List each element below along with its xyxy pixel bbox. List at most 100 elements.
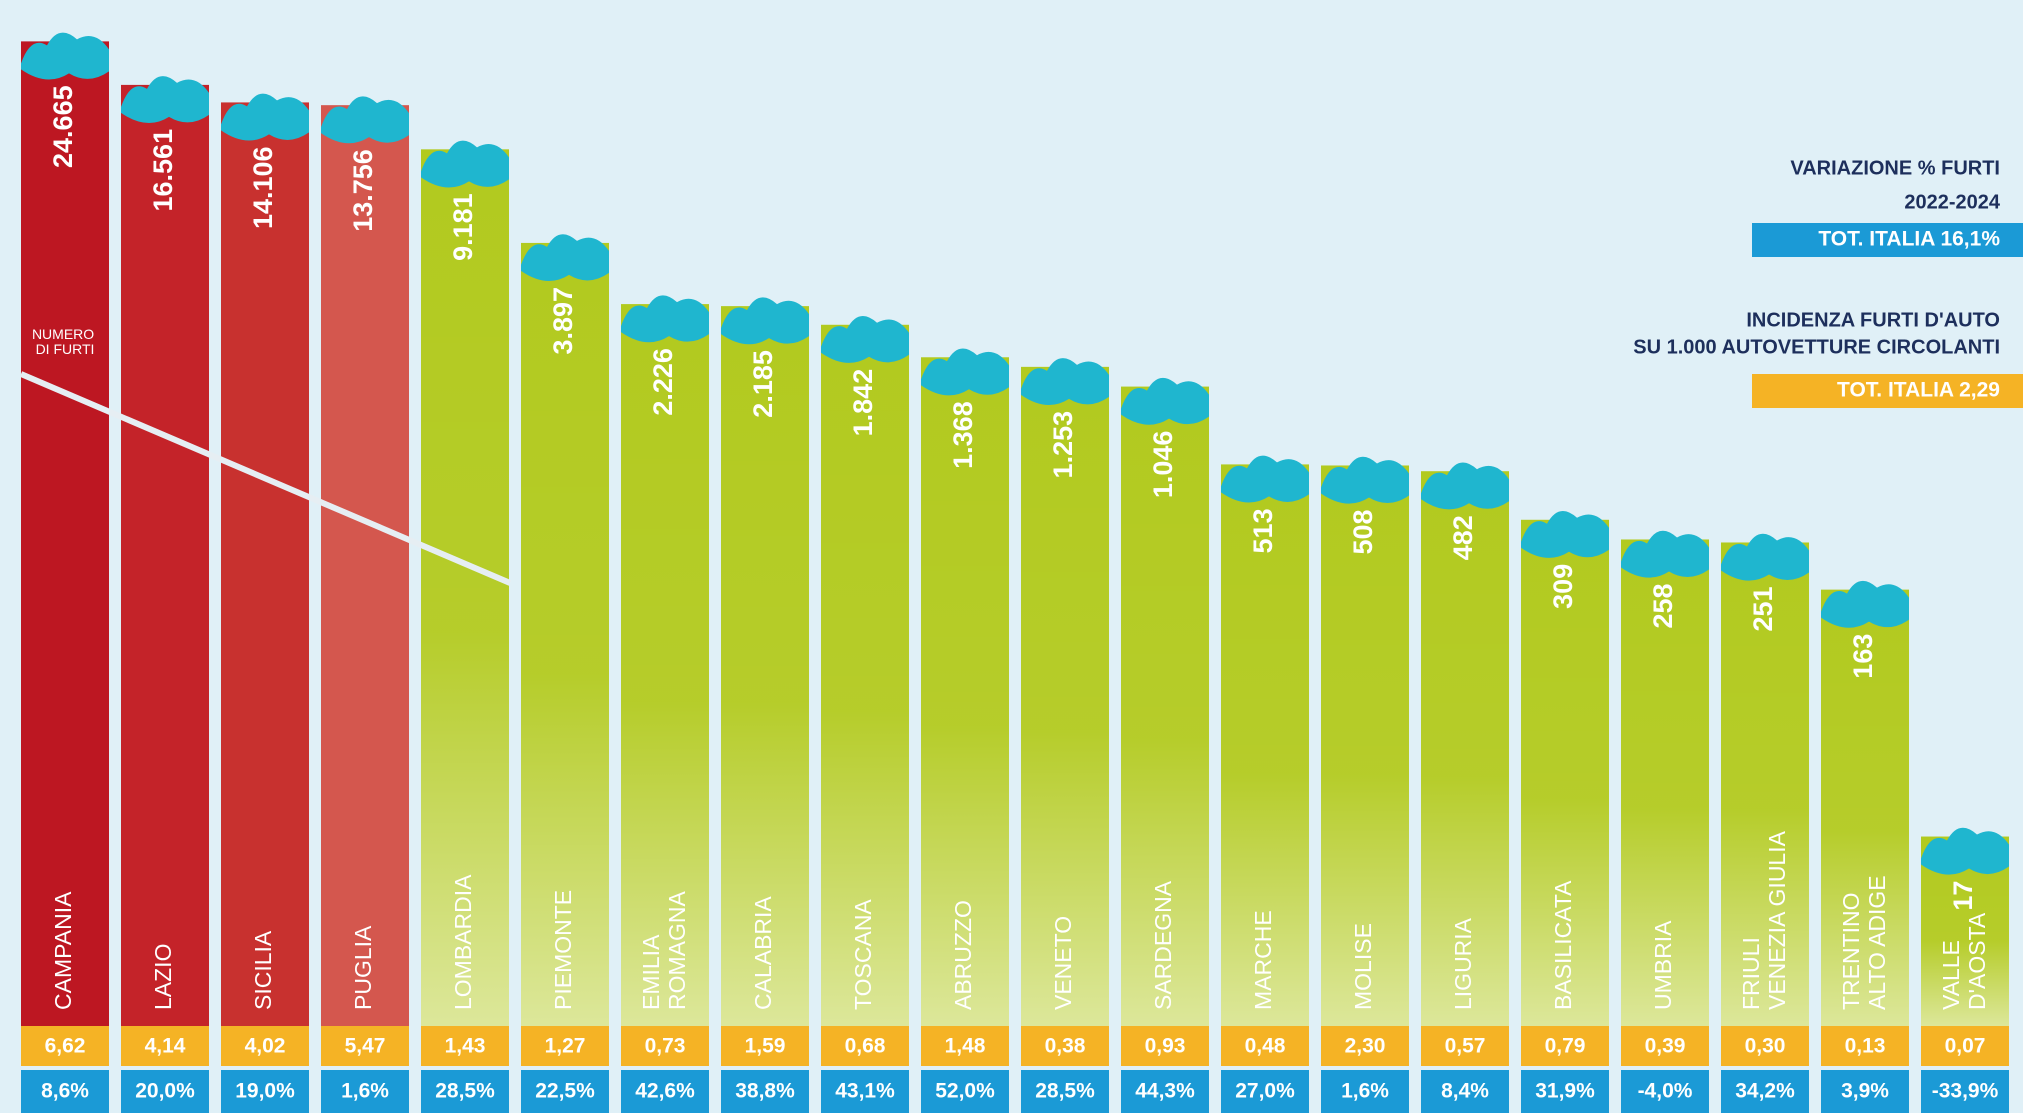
region-map	[521, 234, 609, 282]
bar-shade	[521, 242, 609, 1026]
variation-total-box	[1752, 223, 2023, 257]
region-label: VENETO	[1050, 916, 1076, 1010]
region-label-line: ALTO ADIGE	[1864, 875, 1890, 1010]
variation-cell	[421, 1070, 509, 1113]
variation-value: 28,5%	[435, 1080, 495, 1103]
region-label: MARCHE	[1250, 910, 1276, 1010]
incidence-cell	[1221, 1026, 1309, 1066]
incidence-cell	[21, 1026, 109, 1066]
incidence-value: 0,13	[1845, 1035, 1886, 1058]
bar-value-label: 163	[1848, 634, 1878, 679]
incidence-value: 0,30	[1745, 1035, 1786, 1058]
incidence-cell	[621, 1026, 709, 1066]
region-map	[1721, 533, 1809, 581]
incidence-cell	[1721, 1026, 1809, 1066]
region-map	[421, 140, 509, 188]
region-label: SARDEGNA	[1150, 880, 1176, 1010]
variation-cell	[921, 1070, 1009, 1113]
incidence-cell	[321, 1026, 409, 1066]
incidence-value: 4,14	[145, 1035, 186, 1058]
incidence-cell	[721, 1026, 809, 1066]
incidence-value: 0,57	[1445, 1035, 1486, 1058]
variation-cell	[121, 1070, 209, 1113]
bar-shade	[1321, 465, 1409, 1026]
incidence-cell	[1421, 1026, 1509, 1066]
region-label: FRIULI VENEZIA GIULIA	[1738, 830, 1790, 1010]
bar-shade	[821, 324, 909, 1027]
region-map	[1421, 462, 1509, 510]
bar-shade	[1521, 519, 1609, 1026]
region-label: UMBRIA	[1650, 920, 1676, 1010]
region-label-line: D'AOSTA	[1964, 912, 1990, 1010]
variation-cell	[1021, 1070, 1109, 1113]
incidence-title: INCIDENZA FURTI D'AUTO	[1746, 309, 2000, 331]
incidence-value: 0,39	[1645, 1035, 1686, 1058]
incidence-value: 1,43	[445, 1035, 486, 1058]
bar-value-label: 9.181	[448, 193, 478, 261]
variation-value: 3,9%	[1841, 1080, 1889, 1103]
variation-value: 20,0%	[135, 1080, 195, 1103]
variation-cell	[821, 1070, 909, 1113]
incidence-cell	[821, 1026, 909, 1066]
incidence-cell	[921, 1026, 1009, 1066]
region-label-line: VENEZIA GIULIA	[1764, 830, 1790, 1010]
region-label: BASILICATA	[1550, 880, 1576, 1010]
bar-shade	[1721, 542, 1809, 1026]
incidence-cell	[521, 1026, 609, 1066]
variation-value: 8,4%	[1441, 1080, 1489, 1103]
variation-cell	[21, 1070, 109, 1113]
variation-value: -33,9%	[1932, 1080, 1999, 1103]
variation-cell	[1621, 1070, 1709, 1113]
bar-value-label: 251	[1748, 586, 1778, 631]
incidence-cell	[1521, 1026, 1609, 1066]
variation-cell	[521, 1070, 609, 1113]
variation-value: 22,5%	[535, 1080, 595, 1103]
variation-value: 31,9%	[1535, 1080, 1595, 1103]
region-label: LAZIO	[150, 944, 176, 1010]
bar	[321, 105, 409, 1026]
bar-value-label: 2.185	[748, 350, 778, 418]
bar-shade	[1821, 589, 1909, 1026]
bar-value-label: 17	[1948, 881, 1978, 911]
bar-shade	[621, 304, 709, 1027]
bar-shade	[1021, 366, 1109, 1026]
variation-value: 27,0%	[1235, 1080, 1295, 1103]
incidence-value: 1,59	[745, 1035, 786, 1058]
variation-cell	[1821, 1070, 1909, 1113]
variation-subtitle: 2022-2024	[1904, 191, 2001, 213]
variation-value: 43,1%	[835, 1080, 895, 1103]
region-label-line: VALLE	[1938, 934, 1964, 1010]
incidence-cell	[1921, 1026, 2009, 1066]
incidence-value: 0,68	[845, 1035, 886, 1058]
incidence-value: 0,38	[1045, 1035, 1086, 1058]
region-label: CAMPANIA	[50, 891, 76, 1010]
bar-value-label: 3.897	[548, 287, 578, 355]
incidence-cell	[1821, 1026, 1909, 1066]
region-label: TRENTINO ALTO ADIGE	[1838, 875, 1890, 1010]
annotation: NUMERO DI FURTI	[32, 326, 98, 357]
region-map	[1621, 530, 1709, 578]
incidence-value: 0,07	[1945, 1035, 1986, 1058]
variation-title: VARIAZIONE % FURTI	[1790, 157, 2000, 179]
region-map	[321, 96, 409, 144]
incidence-value: 2,30	[1345, 1035, 1386, 1058]
incidence-cell	[1621, 1026, 1709, 1066]
bar-shade	[1621, 539, 1709, 1026]
region-map	[221, 93, 309, 141]
bar-value-label: 14.106	[248, 146, 278, 229]
incidence-cell	[121, 1026, 209, 1066]
bar	[21, 41, 109, 1027]
region-map	[21, 32, 109, 80]
variation-cell	[1921, 1070, 2009, 1113]
variation-value: 19,0%	[235, 1080, 295, 1103]
incidence-cell	[1321, 1026, 1409, 1066]
bar-value-label: 309	[1548, 564, 1578, 609]
incidence-cell	[1121, 1026, 1209, 1066]
bar-value-label: 482	[1448, 515, 1478, 560]
region-label: LIGURIA	[1450, 917, 1476, 1010]
bar-value-label: 2.226	[648, 348, 678, 416]
bar-value-label: 24.665	[48, 85, 78, 168]
bar-value-label: 258	[1648, 583, 1678, 628]
bar-value-label: 508	[1348, 509, 1378, 554]
region-label: TOSCANA	[850, 899, 876, 1010]
